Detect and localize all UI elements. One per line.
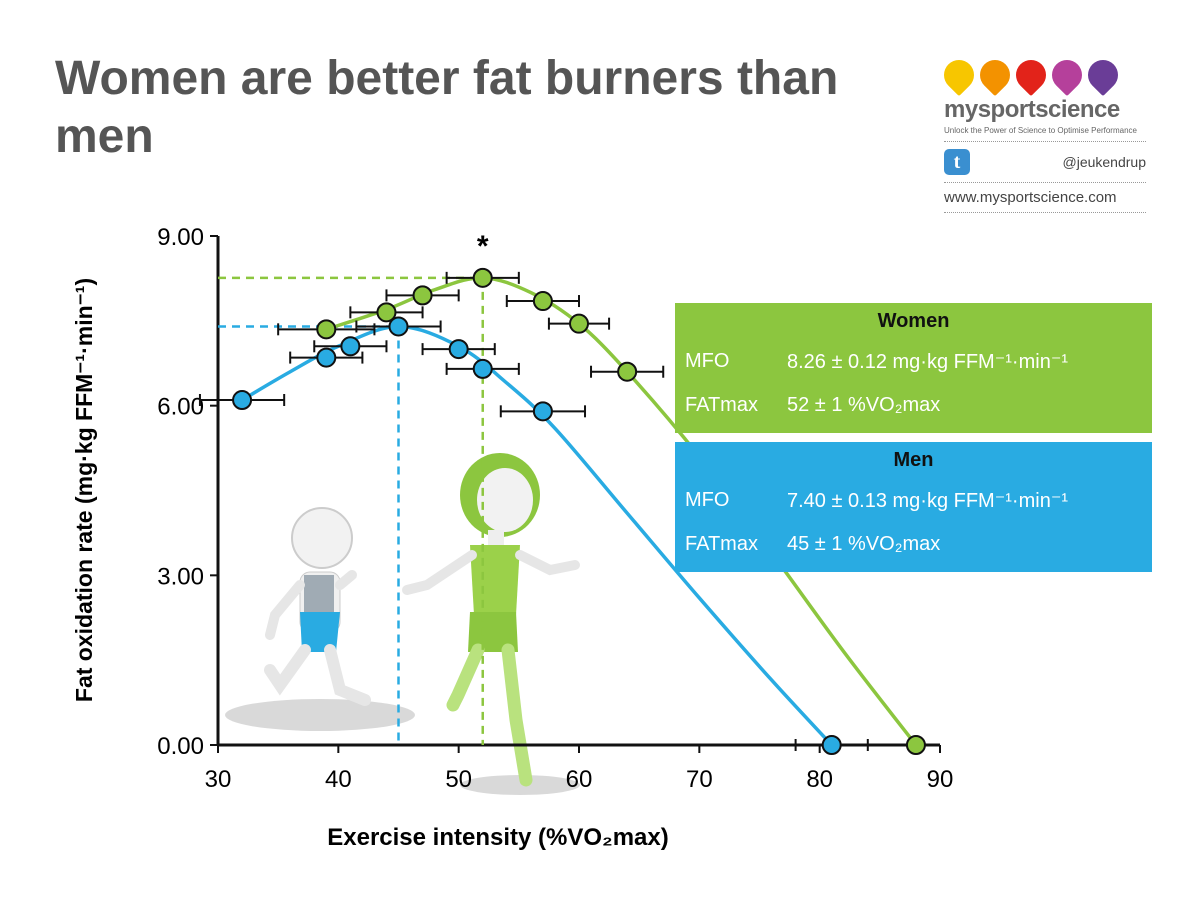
men-mfo-label: MFO (685, 488, 730, 511)
women-mfo-value: 8.26 ± 0.12 mg·kg FFM⁻¹·min⁻¹ (787, 350, 1069, 373)
male-shorts (300, 612, 340, 652)
data-points (232, 267, 926, 755)
female-face (477, 468, 533, 532)
y-tick-label: 0.00 (157, 733, 204, 760)
divider (944, 141, 1146, 142)
men-data-point (472, 358, 493, 379)
male-vest (304, 575, 334, 615)
x-tick-label: 30 (205, 766, 232, 793)
men-data-point (448, 339, 469, 360)
website-link[interactable]: www.mysportscience.com (944, 189, 1117, 206)
y-tick-group: 0.00 3.00 6.00 9.00 (157, 224, 218, 760)
brand-name: mysportscience (944, 96, 1120, 123)
y-tick-label: 3.00 (157, 563, 204, 590)
twitter-handle[interactable]: @jeukendrup (1062, 154, 1147, 170)
significance-marker: * (477, 230, 489, 263)
women-data-point (412, 285, 433, 306)
x-tick-label: 90 (927, 766, 954, 793)
y-axis-label: Fat oxidation rate (mg·kg FFM⁻¹·min⁻¹) (71, 278, 97, 702)
y-tick-label: 6.00 (157, 394, 204, 421)
women-data-point (316, 319, 337, 340)
brand-block: mysportscience Unlock the Power of Scien… (937, 53, 1146, 219)
female-leg (501, 643, 533, 787)
male-arm (335, 570, 357, 590)
men-data-point (532, 401, 553, 422)
reference-lines (218, 276, 484, 745)
men-data-point (388, 316, 409, 337)
men-data-point (821, 735, 842, 755)
male-head (291, 507, 353, 569)
male-leg (264, 644, 311, 696)
female-top (470, 545, 520, 615)
women-mfo-label: MFO (685, 349, 730, 372)
page-title: Women are better fat burners than men (55, 52, 839, 163)
women-legend-box: Women MFO 8.26 ± 0.12 mg·kg FFM⁻¹·min⁻¹ … (675, 303, 1152, 433)
women-data-point (376, 302, 397, 323)
men-mfo-row: MFO 7.40 ± 0.13 mg·kg FFM⁻¹·min⁻¹ (675, 478, 1152, 522)
women-fatmax-value: 52 ± 1 %VO₂max (787, 393, 941, 416)
women-legend-header: Women (877, 310, 950, 332)
x-tick-label: 40 (325, 766, 352, 793)
women-data-point (905, 735, 926, 755)
women-fatmax-label: FATmax (685, 393, 758, 416)
female-leg (446, 643, 485, 712)
women-curve (325, 276, 918, 747)
twitter-row[interactable]: t @jeukendrup (944, 148, 1146, 176)
female-shorts (468, 612, 518, 652)
brand-tagline: Unlock the Power of Science to Optimise … (944, 126, 1137, 135)
men-mfo-value: 7.40 ± 0.13 mg·kg FFM⁻¹·min⁻¹ (787, 489, 1069, 512)
female-arm (515, 550, 580, 576)
divider (944, 182, 1146, 183)
male-leg (324, 644, 371, 706)
men-legend-box: Men MFO 7.40 ± 0.13 mg·kg FFM⁻¹·min⁻¹ FA… (675, 442, 1152, 572)
women-data-point (617, 361, 638, 382)
women-data-point (532, 291, 553, 312)
twitter-icon[interactable]: t (944, 149, 970, 175)
x-tick-group: 30 40 50 60 70 80 90 (205, 745, 954, 793)
figure-shadow (460, 775, 580, 795)
women-mfo-row: MFO 8.26 ± 0.12 mg·kg FFM⁻¹·min⁻¹ (675, 339, 1152, 383)
x-tick-label: 80 (806, 766, 833, 793)
male-runner-illustration (225, 507, 415, 731)
men-fatmax-row: FATmax 45 ± 1 %VO₂max (675, 522, 1152, 566)
x-tick-label: 70 (686, 766, 713, 793)
men-data-point (340, 336, 361, 357)
women-data-point (472, 267, 493, 288)
women-data-point (569, 313, 589, 334)
female-arm (402, 550, 477, 595)
women-fatmax-row: FATmax 52 ± 1 %VO₂max (675, 383, 1152, 427)
men-legend-header: Men (893, 449, 934, 471)
error-bars (198, 271, 869, 751)
figure-shadow (225, 699, 415, 731)
men-data-point (232, 390, 253, 411)
y-tick-label: 9.00 (157, 224, 204, 251)
male-arm (265, 580, 305, 640)
divider (944, 212, 1146, 213)
men-data-point (316, 347, 337, 368)
x-tick-label: 60 (566, 766, 593, 793)
female-runner-illustration (402, 453, 580, 795)
men-fatmax-value: 45 ± 1 %VO₂max (787, 532, 941, 555)
x-axis-label: Exercise intensity (%VO₂max) (327, 824, 668, 851)
female-neck (488, 530, 504, 546)
x-tick-label: 50 (445, 766, 472, 793)
men-fatmax-label: FATmax (685, 532, 758, 555)
